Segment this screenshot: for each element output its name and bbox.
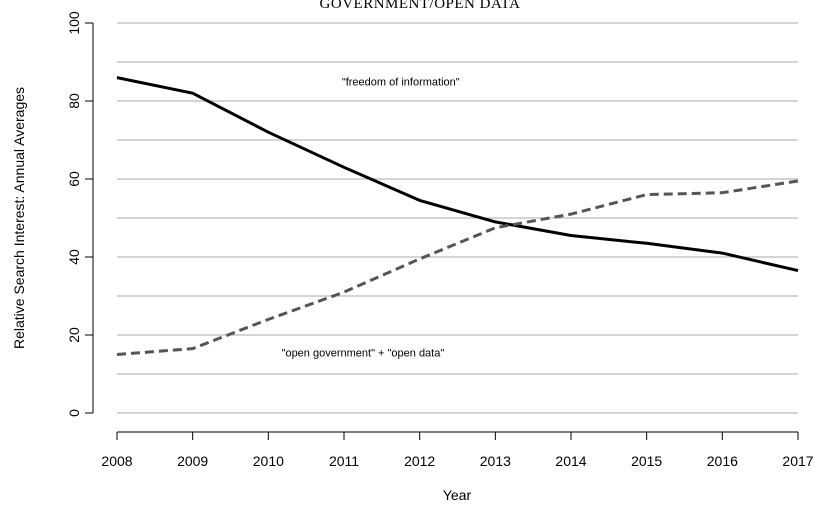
- x-tick-label: 2015: [631, 453, 662, 469]
- series-lines: [116, 76, 799, 356]
- series-line-2: [116, 179, 799, 356]
- x-tick-label: 2011: [329, 453, 359, 469]
- x-tick-label: 2014: [555, 453, 586, 469]
- x-axis: 2008 2009 2010 2011 2012 2013 2014 2015 2016 2017: [101, 431, 814, 469]
- x-tick-label: 2017: [782, 453, 813, 469]
- y-tick-label: 40: [66, 249, 82, 265]
- annotation-label: "freedom of information": [342, 76, 460, 88]
- series-line-1: [116, 76, 799, 273]
- annotations: "freedom of information" "open government…: [282, 76, 460, 359]
- x-tick-label: 2012: [404, 453, 435, 469]
- x-tick-label: 2016: [707, 453, 738, 469]
- x-axis-label: Year: [443, 487, 472, 503]
- x-tick-label: 2008: [101, 453, 132, 469]
- y-tick-label: 60: [66, 171, 82, 187]
- x-tick-label: 2009: [177, 453, 208, 469]
- y-tick-label: 0: [66, 409, 82, 417]
- annotation-label: "open government" + "open data": [282, 347, 445, 359]
- chart-title: GOVERNMENT/OPEN DATA: [320, 0, 521, 12]
- x-tick-label: 2010: [253, 453, 284, 469]
- y-axis: 0 20 40 60 80 100: [66, 11, 94, 417]
- x-tick-label: 2013: [480, 453, 511, 469]
- y-tick-label: 100: [66, 11, 82, 35]
- y-axis-label: Relative Search Interest: Annual Average…: [11, 87, 27, 349]
- y-tick-label: 80: [66, 93, 82, 109]
- y-tick-label: 20: [66, 327, 82, 343]
